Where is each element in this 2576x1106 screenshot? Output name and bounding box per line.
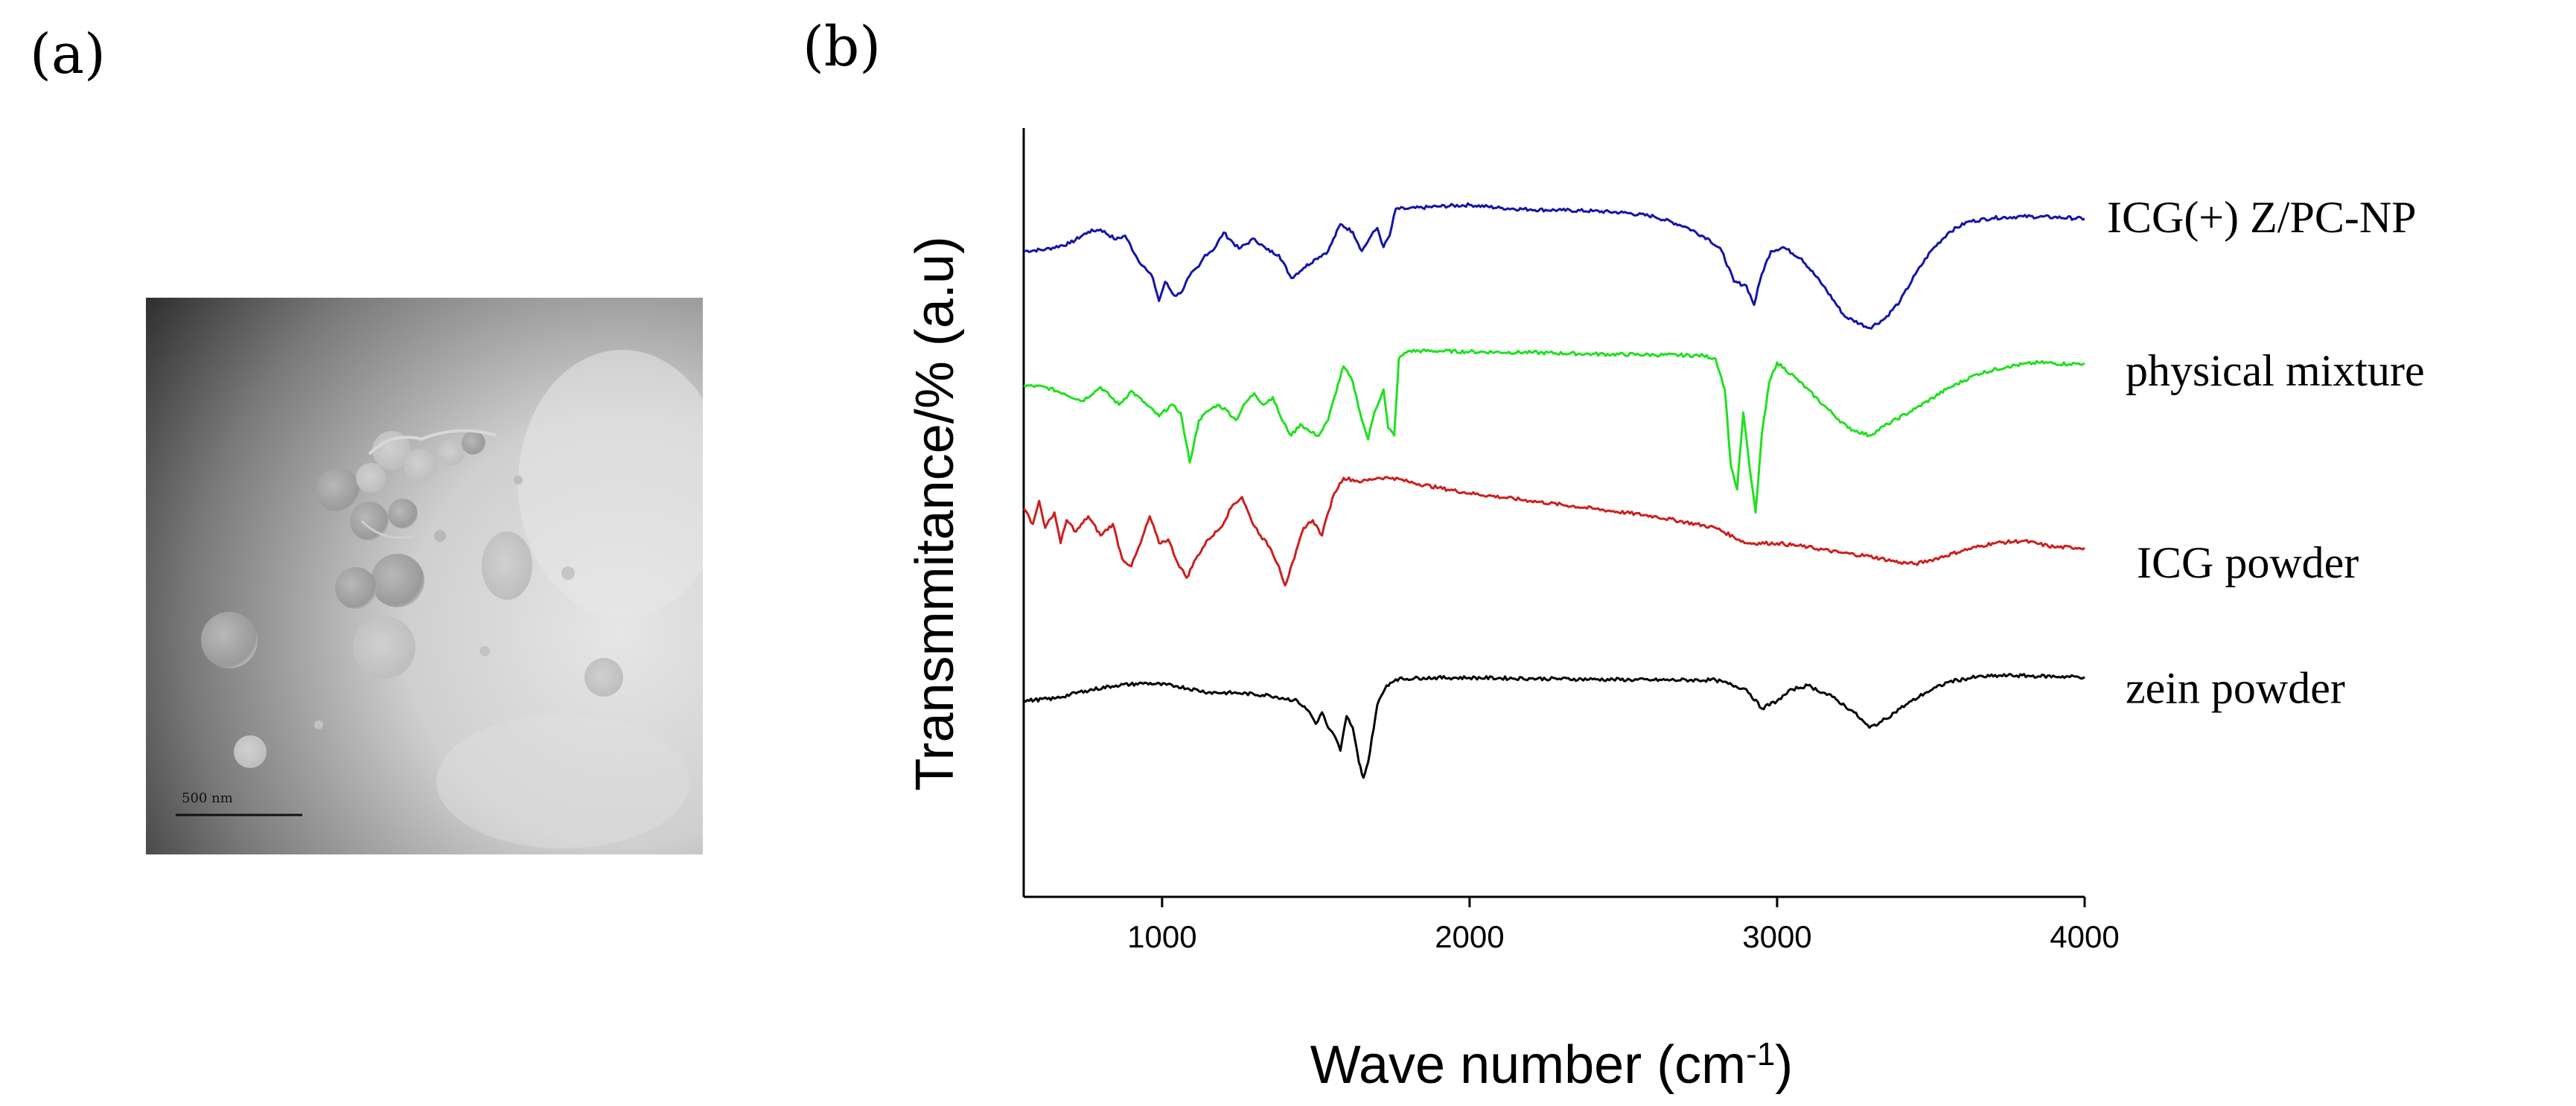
- particle: [462, 431, 485, 455]
- x-axis-title-end: ): [1775, 1035, 1793, 1095]
- particle: [388, 499, 418, 528]
- series-label-2: ICG powder: [2137, 538, 2359, 587]
- particle: [514, 476, 523, 485]
- x-axis-title: Wave number (cm-1): [1310, 1035, 1794, 1095]
- particle: [316, 467, 360, 512]
- particle: [438, 439, 465, 466]
- series-label-0: ICG(+) Z/PC-NP: [2107, 193, 2417, 242]
- particle: [350, 502, 389, 540]
- x-tick-label: 3000: [1742, 919, 1811, 954]
- particle: [201, 612, 258, 668]
- x-tick-label: 1000: [1127, 919, 1196, 954]
- panel-label-b: (b): [803, 15, 881, 79]
- y-axis-title: Transmmitance/% (a.u): [905, 236, 965, 791]
- particle: [371, 554, 424, 607]
- chart-axes: [1022, 128, 2085, 898]
- series-line-3: [1023, 673, 2085, 779]
- scale-bar-label: 500 nm: [182, 790, 233, 806]
- particle: [335, 567, 377, 609]
- particle: [584, 658, 623, 697]
- x-axis-title-sup: -1: [1746, 1036, 1775, 1073]
- x-tick-label: 4000: [2050, 919, 2119, 954]
- particle: [234, 735, 267, 768]
- particle: [314, 720, 323, 729]
- particle: [356, 463, 386, 493]
- x-axis-title-main: Wave number (cm: [1310, 1035, 1746, 1095]
- x-ticks: 1000 2000 3000 4000: [1127, 897, 2120, 954]
- particle: [561, 566, 575, 580]
- particle: [372, 431, 411, 470]
- tem-image: [146, 298, 703, 854]
- series-label-1: physical mixture: [2126, 346, 2425, 395]
- panel-label-a: (a): [30, 22, 106, 86]
- particle: [479, 646, 490, 656]
- particle: [482, 531, 532, 600]
- series-labels: ICG(+) Z/PC-NP physical mixture ICG powder…: [2107, 193, 2425, 713]
- particle: [434, 530, 446, 542]
- series-label-3: zein powder: [2126, 664, 2345, 713]
- particle: [404, 449, 436, 482]
- series-group: [1022, 202, 2085, 779]
- particle: [353, 616, 415, 679]
- tem-micrograph: [146, 298, 703, 854]
- series-line-2: [1022, 476, 2085, 587]
- series-line-0: [1023, 202, 2085, 330]
- x-tick-label: 2000: [1435, 919, 1504, 954]
- series-line-1: [1023, 348, 2085, 514]
